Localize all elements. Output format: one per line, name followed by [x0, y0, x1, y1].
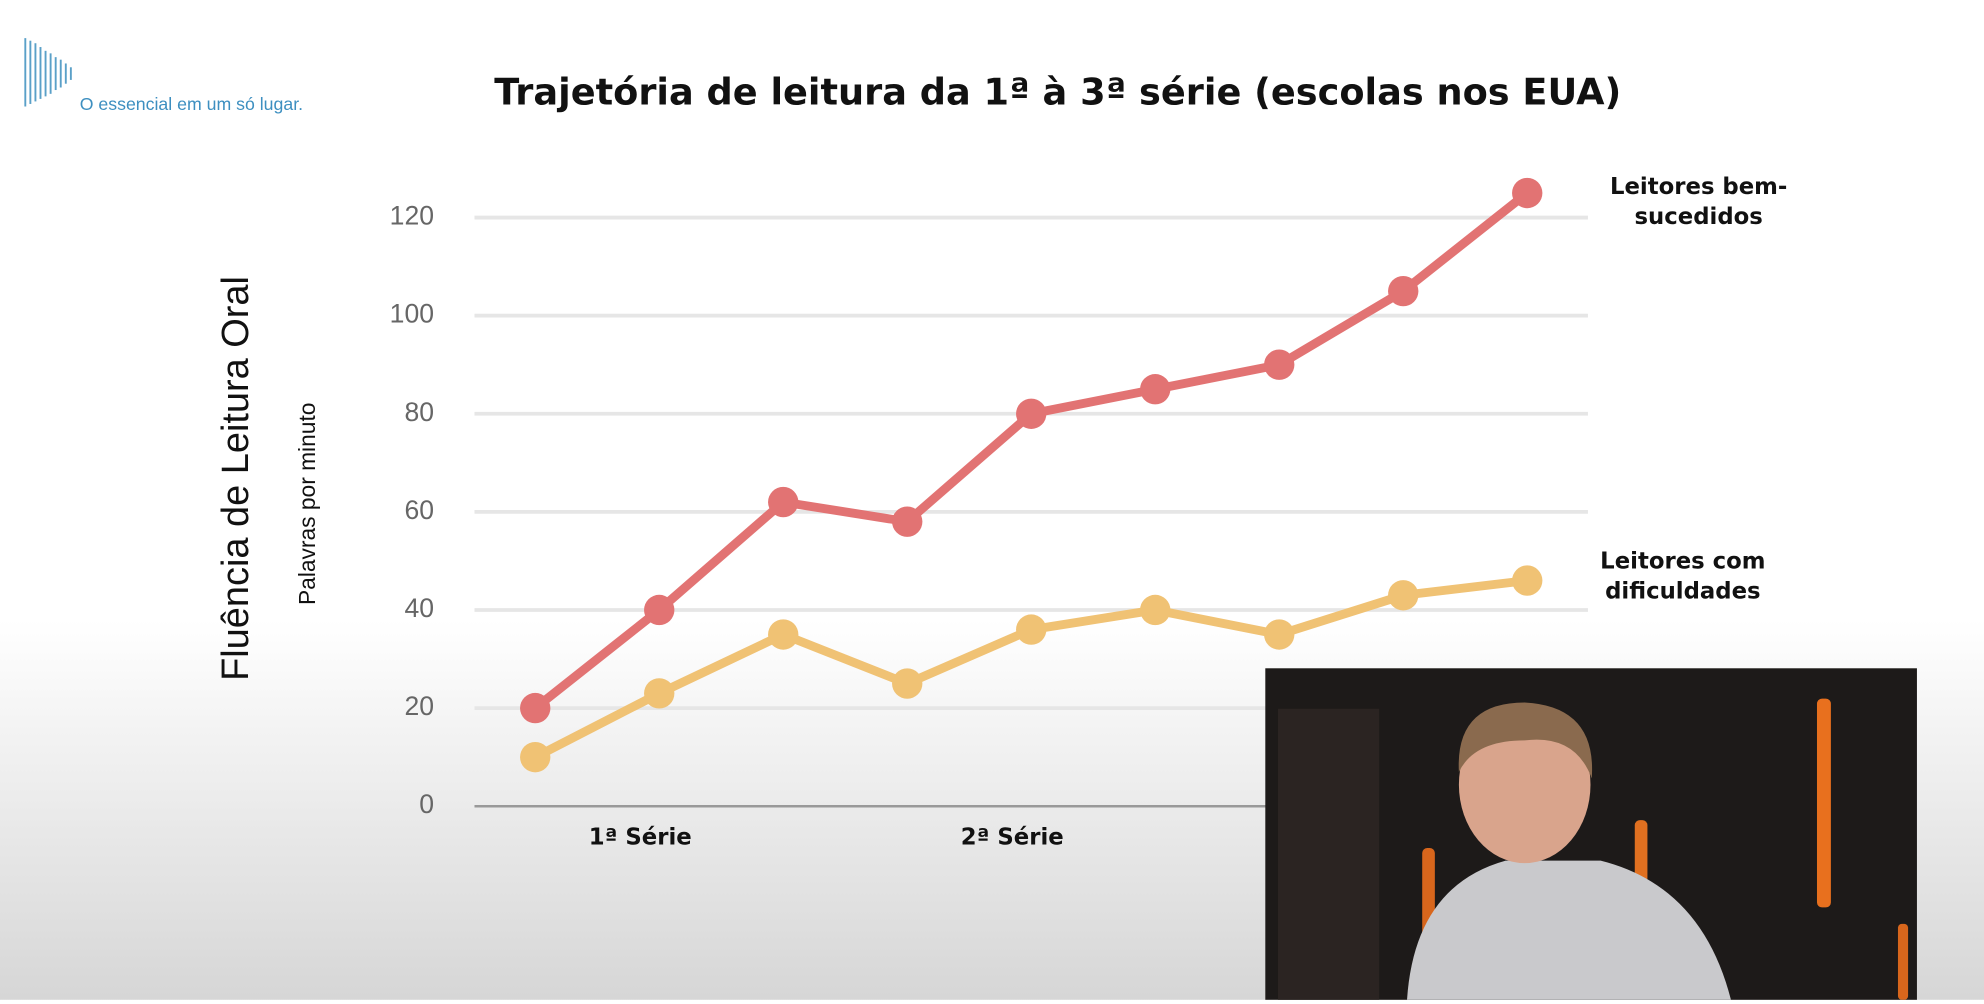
data-point [1512, 177, 1543, 209]
data-point [644, 678, 675, 709]
data-point [1016, 614, 1047, 645]
chart-title: Trajetória de leitura da 1ª à 3ª série (… [494, 70, 1621, 113]
data-point [768, 619, 799, 650]
data-point [1140, 374, 1171, 405]
data-point [892, 506, 923, 537]
y-tick-label: 0 [419, 789, 434, 819]
y-tick-label: 60 [404, 495, 434, 525]
data-point [892, 668, 923, 699]
data-point [768, 486, 799, 518]
data-point [1264, 349, 1295, 380]
logo-mark [24, 38, 72, 107]
data-point [1140, 594, 1171, 626]
data-point [520, 692, 551, 724]
x-tick-label: 1ª Série [589, 824, 692, 850]
legend-label: Leitores com dificuldades [1600, 548, 1766, 606]
y-tick-label: 40 [404, 593, 434, 623]
legend-label: Leitores bem-sucedidos [1609, 173, 1788, 231]
legend-entry: Leitores bem-sucedidos [1609, 173, 1788, 231]
data-point [520, 741, 551, 773]
legend-entry: Leitores com dificuldades [1600, 548, 1766, 606]
data-point [644, 594, 675, 626]
logo-tagline: O essencial em um só lugar. [80, 94, 303, 114]
data-point [1388, 580, 1419, 611]
y-tick-label: 20 [404, 691, 434, 721]
y-tick-label: 120 [390, 201, 434, 231]
data-point [1016, 398, 1047, 429]
y-axis-title: Fluência de Leitura Oral [215, 276, 257, 681]
x-tick-label: 2ª Série [961, 824, 1064, 850]
y-tick-label: 100 [390, 299, 434, 329]
data-point [1512, 565, 1543, 596]
y-tick-label: 80 [404, 397, 434, 427]
y-axis-subtitle: Palavras por minuto [294, 403, 320, 605]
data-point [1264, 619, 1295, 650]
plot: 0 20 40 60 80 100 120 1ª Série 2ª Série [390, 177, 1588, 850]
video-overlay [1265, 668, 1917, 1000]
data-point [1388, 275, 1419, 307]
